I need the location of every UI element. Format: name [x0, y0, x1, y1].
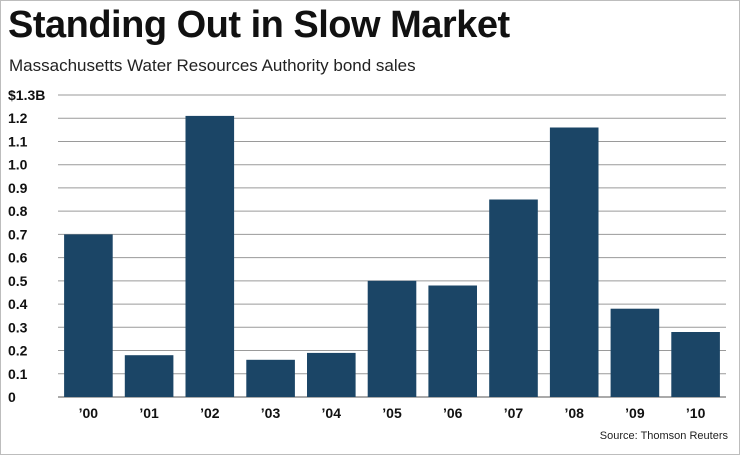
chart-source: Source: Thomson Reuters	[599, 430, 728, 442]
x-tick-label: ’10	[686, 405, 706, 421]
bar	[549, 127, 599, 397]
y-tick-label: 0.6	[8, 250, 28, 266]
y-tick-label: 0.3	[8, 319, 28, 335]
y-tick-label: 1.0	[8, 157, 28, 173]
y-tick-label: 0.5	[8, 273, 28, 289]
y-tick-label: 0.9	[8, 180, 28, 196]
bar	[367, 280, 417, 397]
y-tick-label: 0.1	[8, 366, 28, 382]
x-tick-label: ’09	[625, 405, 645, 421]
x-tick-label: ’03	[261, 405, 281, 421]
bar	[64, 234, 113, 397]
x-tick-label: ’06	[443, 405, 463, 421]
x-tick-label: ’08	[564, 405, 584, 421]
y-tick-label: 0.4	[8, 296, 28, 312]
y-tick-label: 1.1	[8, 133, 28, 149]
y-tick-label: $1.3B	[8, 87, 45, 103]
bar	[124, 355, 174, 397]
x-tick-label: ’05	[382, 405, 402, 421]
bar	[246, 359, 295, 397]
y-tick-label: 0.2	[8, 343, 28, 359]
y-tick-label: 0	[8, 389, 16, 405]
x-tick-label: ’00	[79, 405, 99, 421]
bar	[185, 115, 235, 398]
bar	[610, 308, 660, 397]
chart-subtitle: Massachusetts Water Resources Authority …	[9, 56, 416, 75]
y-tick-label: 1.2	[8, 110, 28, 126]
x-tick-label: ’07	[504, 405, 524, 421]
bar	[489, 199, 538, 397]
bar	[428, 285, 477, 397]
x-tick-label: ’02	[200, 405, 220, 421]
chart-title: Standing Out in Slow Market	[8, 4, 510, 46]
bar	[671, 332, 720, 397]
x-tick-label: ’01	[139, 405, 159, 421]
bar	[307, 352, 356, 397]
y-tick-label: 0.7	[8, 226, 28, 242]
y-tick-label: 0.8	[8, 203, 28, 219]
x-tick-label: ’04	[322, 405, 342, 421]
